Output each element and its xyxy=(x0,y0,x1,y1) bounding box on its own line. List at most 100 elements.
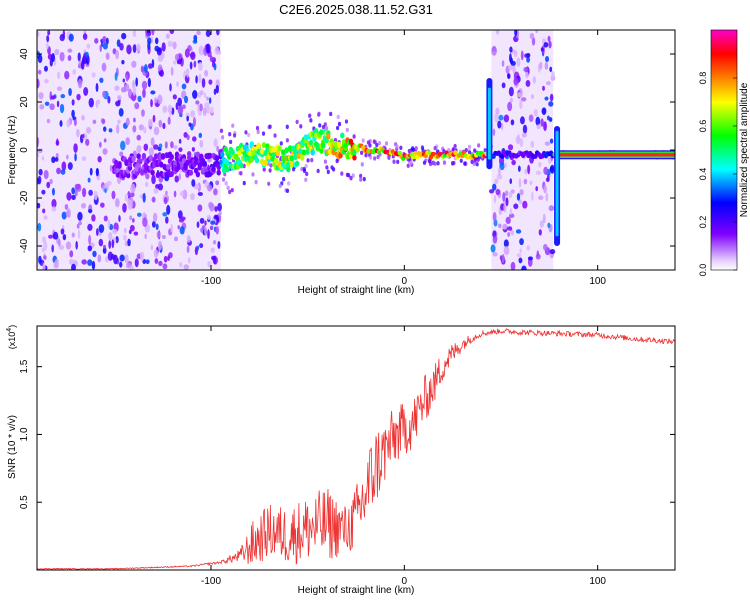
noise-speck xyxy=(517,92,522,98)
noise-speck xyxy=(203,92,207,99)
ridge-mark xyxy=(126,172,131,179)
noise-speck xyxy=(71,263,76,270)
noise-speck xyxy=(204,220,207,226)
noise-speck xyxy=(549,66,553,73)
noise-speck xyxy=(509,208,513,215)
noise-speck xyxy=(510,119,515,126)
spectral-speck xyxy=(247,132,251,138)
noise-speck xyxy=(492,252,498,257)
noise-speck xyxy=(49,178,53,185)
noise-speck xyxy=(141,80,148,90)
spectral-speck xyxy=(483,148,487,153)
noise-speck xyxy=(81,202,87,209)
noise-speck xyxy=(124,193,128,203)
noise-speck xyxy=(549,164,555,174)
noise-speck xyxy=(43,169,49,180)
noise-speck xyxy=(510,60,516,66)
ridge-mark xyxy=(188,169,194,176)
noise-speck xyxy=(543,121,547,132)
noise-speck xyxy=(502,192,506,202)
ridge-mark xyxy=(308,139,314,146)
noise-speck xyxy=(205,105,211,114)
noise-speck xyxy=(179,190,184,197)
noise-speck xyxy=(546,115,550,121)
noise-speck xyxy=(496,173,503,180)
noise-speck xyxy=(504,190,509,197)
noise-speck xyxy=(133,117,136,123)
noise-speck xyxy=(531,191,534,202)
ridge-mark xyxy=(273,157,279,164)
spectral-speck xyxy=(219,128,224,133)
noise-speck xyxy=(86,43,91,50)
ridge-mark xyxy=(338,152,343,159)
ridge-mark xyxy=(289,155,295,162)
noise-speck xyxy=(517,165,521,172)
ridge-mark xyxy=(247,150,253,157)
noise-speck xyxy=(85,138,90,146)
ridge-mark xyxy=(284,147,289,154)
noise-speck xyxy=(518,178,522,188)
noise-speck xyxy=(119,254,125,262)
spectral-speck xyxy=(335,125,340,131)
ridge-mark xyxy=(216,169,221,176)
ridge-mark xyxy=(260,148,265,155)
noise-speck xyxy=(519,238,524,246)
noise-speck xyxy=(153,144,159,150)
noise-speck xyxy=(69,250,74,258)
noise-speck xyxy=(124,254,129,264)
noise-speck xyxy=(525,79,531,87)
spectrogram-y-tick-label: 20 xyxy=(19,96,30,108)
noise-speck xyxy=(123,227,127,234)
spectrogram-marks xyxy=(37,30,675,270)
noise-speck xyxy=(492,183,497,191)
noise-speck xyxy=(142,217,148,228)
noise-speck xyxy=(89,167,93,176)
noise-speck xyxy=(37,175,42,185)
noise-speck xyxy=(102,244,107,249)
ridge-mark xyxy=(173,160,178,167)
spectral-speck xyxy=(326,169,330,175)
noise-speck xyxy=(81,156,87,162)
colorbar-label: Normalized spectral amplitude xyxy=(739,82,750,217)
noise-speck xyxy=(543,243,548,251)
noise-speck xyxy=(548,205,555,212)
noise-speck xyxy=(520,116,525,125)
ridge-mark xyxy=(249,141,254,148)
ridge-mark xyxy=(315,144,321,151)
noise-speck xyxy=(156,230,161,239)
noise-speck xyxy=(513,77,519,86)
spectrogram-panel: -100 0 100 -40 -20 0 20 40 Height of straight … xyxy=(7,29,676,296)
noise-speck xyxy=(91,260,96,270)
spectral-speck xyxy=(305,171,309,177)
noise-speck xyxy=(495,188,501,196)
noise-speck xyxy=(521,265,527,270)
noise-speck xyxy=(184,48,190,58)
noise-speck xyxy=(187,256,191,264)
colorbar-gradient xyxy=(710,29,738,271)
noise-speck xyxy=(492,211,497,222)
noise-speck xyxy=(153,249,159,258)
noise-speck xyxy=(99,44,102,53)
noise-speck xyxy=(545,192,549,202)
noise-speck xyxy=(547,222,551,229)
spectrogram-y-tick-label: -40 xyxy=(19,238,30,253)
snr-multiplier-exp: 4 xyxy=(6,328,13,332)
noise-speck xyxy=(216,145,220,152)
noise-speck xyxy=(49,103,55,111)
noise-speck xyxy=(199,243,204,249)
colorbar-tick-label: 0.2 xyxy=(698,216,708,229)
noise-speck xyxy=(503,202,507,213)
spectral-speck xyxy=(317,111,321,116)
noise-speck xyxy=(130,183,136,194)
noise-speck xyxy=(92,119,97,125)
spectral-speck xyxy=(392,159,396,164)
noise-speck xyxy=(56,167,61,175)
noise-speck xyxy=(513,203,519,210)
noise-speck xyxy=(169,107,172,118)
noise-speck xyxy=(495,107,500,115)
noise-speck xyxy=(98,224,105,233)
noise-speck xyxy=(178,147,183,153)
ridge-mark xyxy=(336,141,341,148)
noise-speck xyxy=(520,97,527,102)
